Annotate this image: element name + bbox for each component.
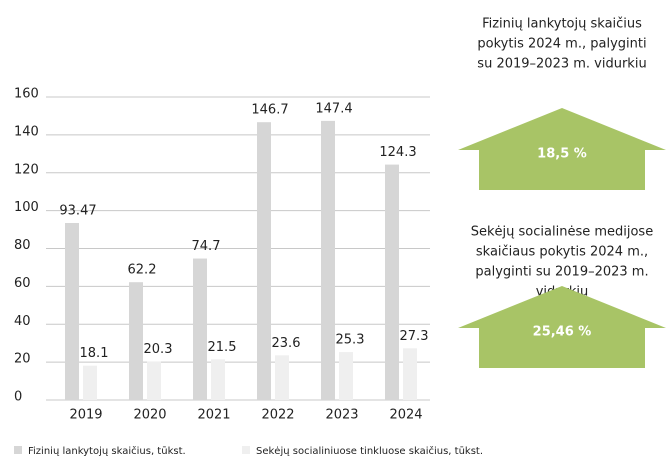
value-label: 62.2 xyxy=(128,263,157,278)
bar xyxy=(83,365,97,400)
legend-swatch xyxy=(14,446,22,454)
y-tick-label: 0 xyxy=(14,390,22,405)
bar xyxy=(129,282,143,400)
y-tick-label: 80 xyxy=(14,238,31,253)
value-label: 27.3 xyxy=(400,329,429,344)
x-tick-label: 2023 xyxy=(325,408,358,423)
y-tick-label: 140 xyxy=(14,124,39,139)
bar xyxy=(65,222,79,400)
y-tick-label: 120 xyxy=(14,162,39,177)
value-label: 25.3 xyxy=(336,333,365,348)
y-tick-label: 160 xyxy=(14,87,39,102)
bar xyxy=(211,359,225,400)
value-label: 74.7 xyxy=(192,239,221,254)
bar xyxy=(339,352,353,400)
panel-text: su 2019–2023 m. vidurkiu xyxy=(477,57,646,72)
panel-value: 18,5 % xyxy=(537,147,587,162)
value-label: 124.3 xyxy=(379,145,416,160)
value-label: 23.6 xyxy=(272,336,301,351)
y-tick-label: 40 xyxy=(14,314,31,329)
x-tick-label: 2024 xyxy=(389,408,422,423)
bar xyxy=(403,348,417,400)
panel-text: Fizinių lankytojų skaičius xyxy=(482,17,642,32)
value-label: 18.1 xyxy=(80,346,109,361)
legend-label: Fizinių lankytojų skaičius, tūkst. xyxy=(28,445,186,457)
bar xyxy=(385,164,399,400)
panel-text: pokytis 2024 m., palyginti xyxy=(477,37,646,52)
x-tick-label: 2020 xyxy=(133,408,166,423)
panel-text: palyginti su 2019–2023 m. xyxy=(475,265,648,280)
panel-text: skaičiaus pokytis 2024 m., xyxy=(476,245,648,260)
x-tick-label: 2022 xyxy=(261,408,294,423)
bar xyxy=(257,122,271,400)
y-tick-label: 60 xyxy=(14,276,31,291)
x-tick-label: 2021 xyxy=(197,408,230,423)
panel-text: Sekėjų socialinėse medijose xyxy=(471,225,653,240)
y-tick-label: 20 xyxy=(14,352,31,367)
legend-label: Sekėjų socialiniuose tinkluose skaičius,… xyxy=(256,445,483,457)
arrow xyxy=(458,286,666,368)
bar xyxy=(321,120,335,400)
value-label: 93.47 xyxy=(59,203,96,218)
bar xyxy=(147,361,161,400)
value-label: 146.7 xyxy=(251,103,288,118)
bar xyxy=(275,355,289,400)
x-tick-label: 2019 xyxy=(69,408,102,423)
value-label: 21.5 xyxy=(208,340,237,355)
panel-value: 25,46 % xyxy=(533,325,592,340)
bar xyxy=(193,258,207,400)
value-label: 20.3 xyxy=(144,342,173,357)
legend-swatch xyxy=(242,446,250,454)
arrow xyxy=(458,108,666,190)
y-tick-label: 100 xyxy=(14,200,39,215)
value-label: 147.4 xyxy=(315,101,352,116)
